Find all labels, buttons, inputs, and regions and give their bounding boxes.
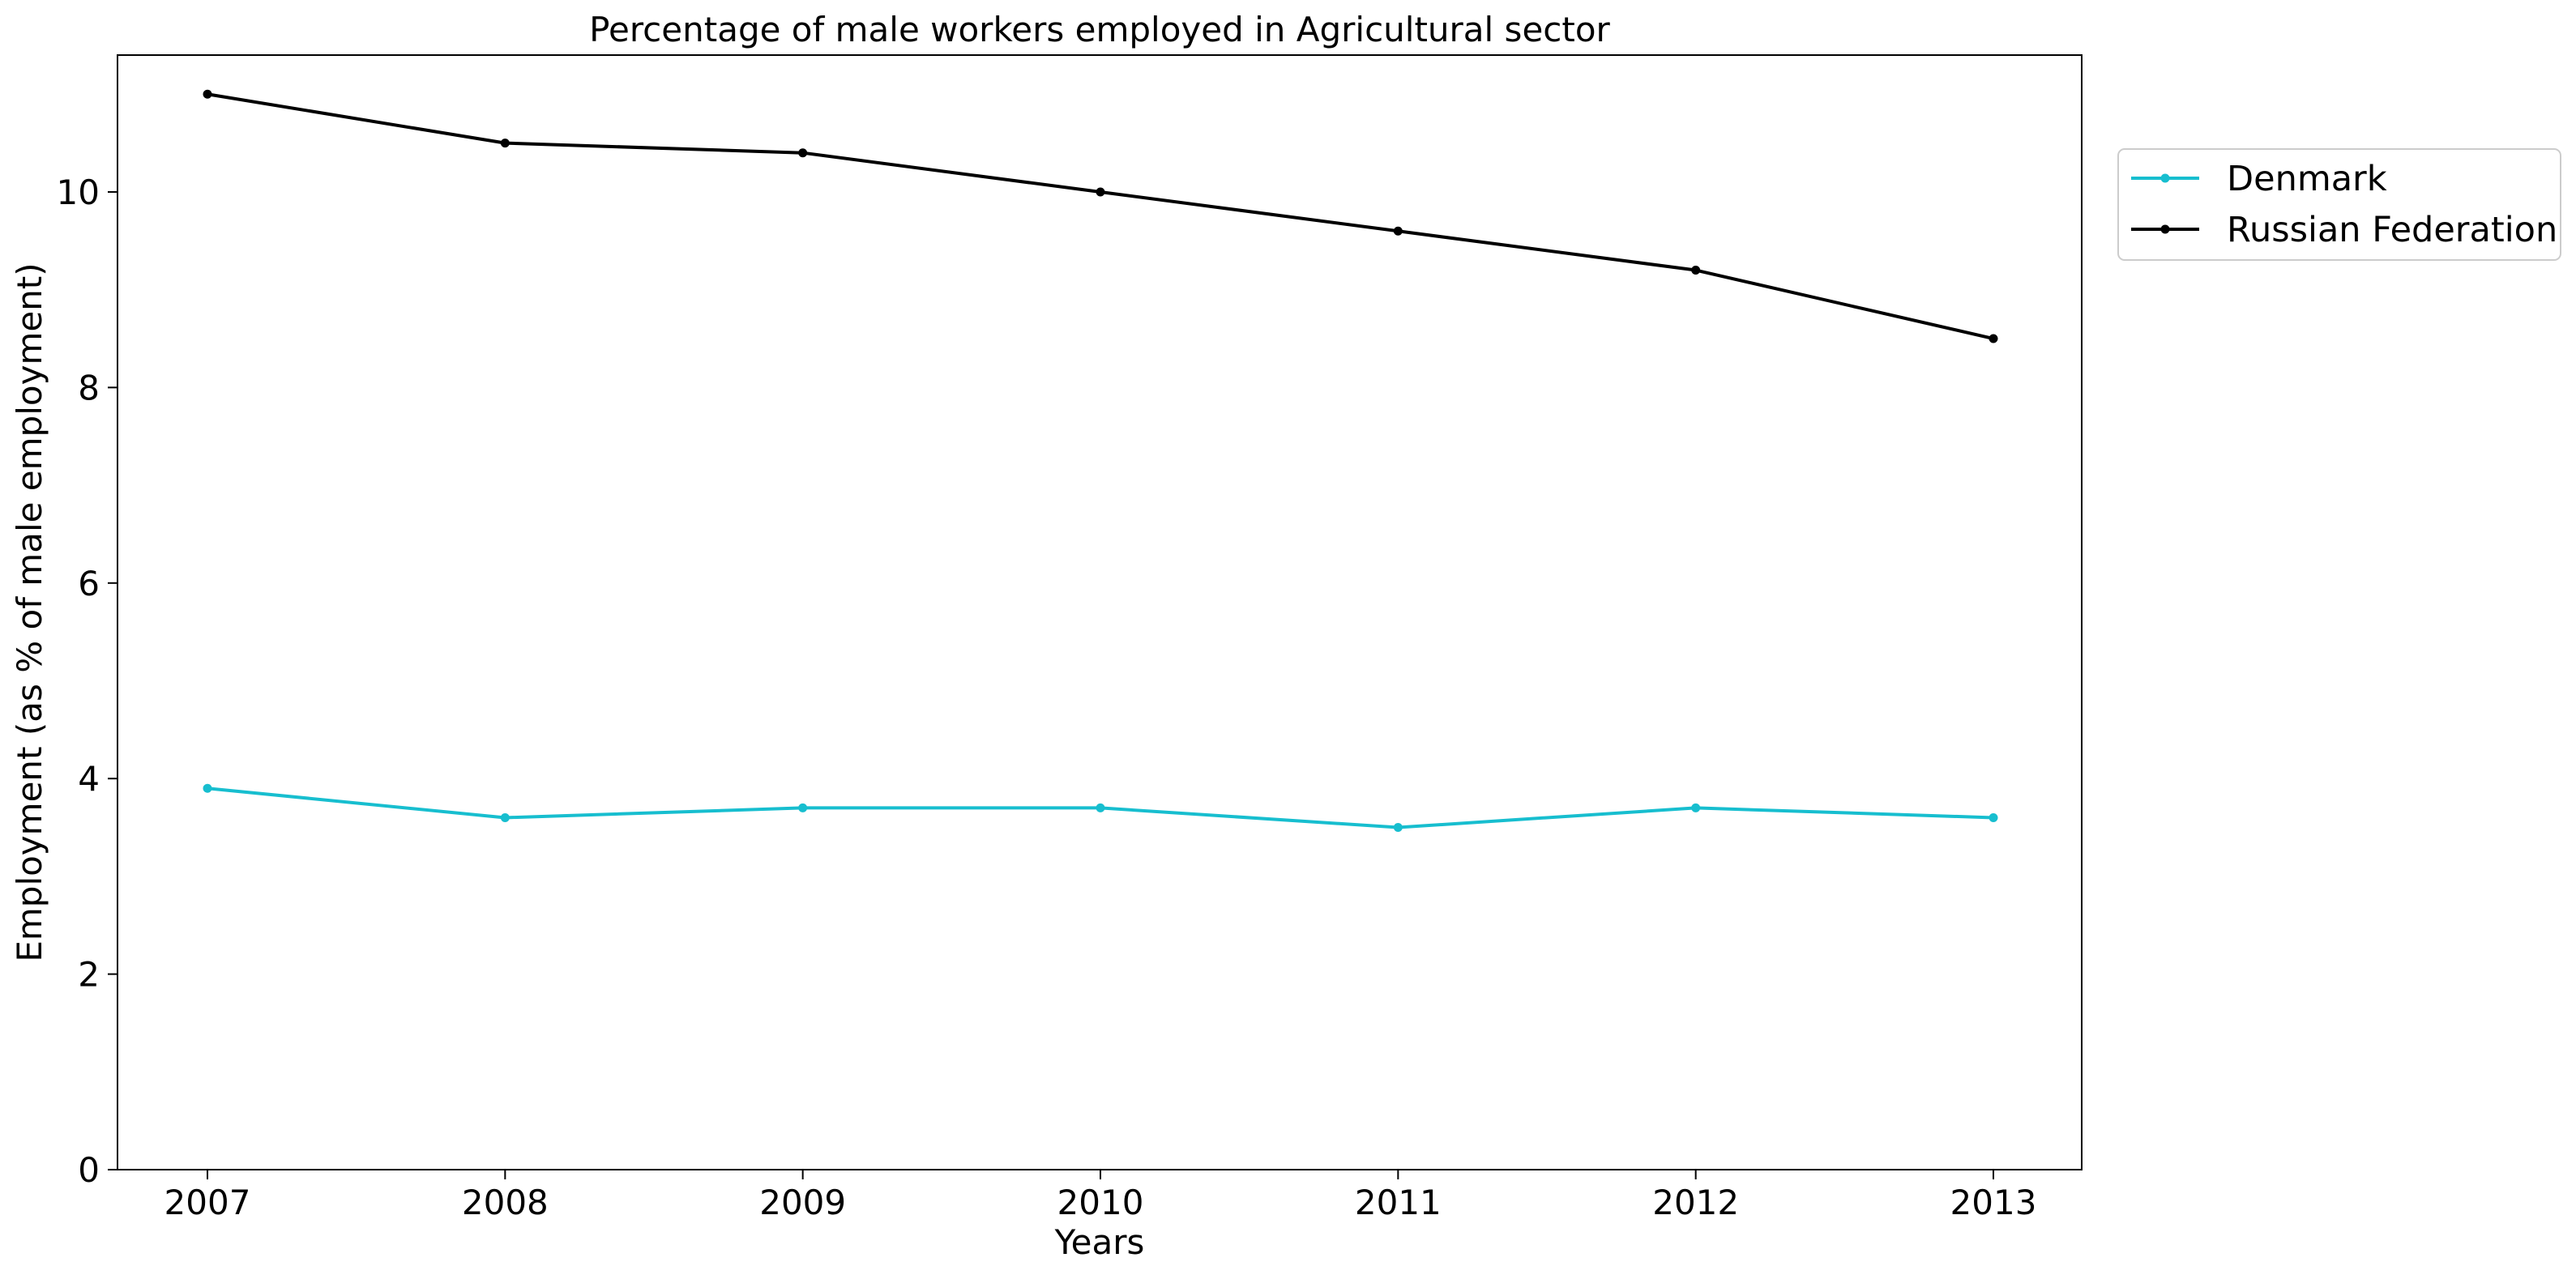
x-tick-label: 2007 — [164, 1183, 251, 1222]
data-point-denmark — [1691, 803, 1701, 812]
y-tick-label: 4 — [78, 759, 100, 799]
y-axis: 0 2 4 6 8 10 — [57, 173, 117, 1190]
legend-box — [2117, 148, 2561, 261]
y-axis-label: Employment (as % of male employment) — [10, 262, 49, 961]
data-point-russian-federation — [1096, 187, 1105, 197]
x-tick-label: 2012 — [1652, 1183, 1739, 1222]
y-tick-label: 10 — [57, 173, 100, 212]
data-point-russian-federation — [500, 139, 510, 148]
y-tick-label: 2 — [78, 955, 100, 995]
data-point-denmark — [203, 783, 212, 793]
x-tick-label: 2008 — [462, 1183, 549, 1222]
data-point-denmark — [1989, 812, 1998, 822]
legend-marker-russian-federation — [2160, 224, 2170, 234]
x-tick-label: 2010 — [1057, 1183, 1144, 1222]
y-tick-label: 6 — [78, 564, 100, 603]
x-axis-label: Years — [1054, 1222, 1145, 1262]
data-point-denmark — [1096, 803, 1105, 812]
data-point-russian-federation — [1393, 226, 1403, 236]
data-point-denmark — [500, 812, 510, 822]
data-point-denmark — [1393, 823, 1403, 833]
legend-label-denmark: Denmark — [2227, 159, 2387, 199]
x-axis: 2007 2008 2009 2010 2011 2012 2013 — [164, 1170, 2037, 1222]
legend: Denmark Russian Federation — [2117, 148, 2561, 261]
y-tick-label: 8 — [78, 368, 100, 407]
series-layer — [203, 89, 1998, 833]
y-tick-label: 0 — [78, 1150, 100, 1190]
data-point-russian-federation — [203, 89, 212, 99]
data-point-russian-federation — [1989, 334, 1998, 343]
data-point-russian-federation — [1691, 266, 1701, 275]
x-tick-label: 2009 — [759, 1183, 846, 1222]
x-tick-label: 2011 — [1355, 1183, 1442, 1222]
chart-title: Percentage of male workers employed in A… — [589, 10, 1610, 49]
data-point-russian-federation — [798, 148, 808, 158]
legend-label-russian-federation: Russian Federation — [2227, 210, 2557, 250]
data-point-denmark — [798, 803, 808, 812]
legend-marker-denmark — [2160, 173, 2170, 183]
x-tick-label: 2013 — [1950, 1183, 2037, 1222]
